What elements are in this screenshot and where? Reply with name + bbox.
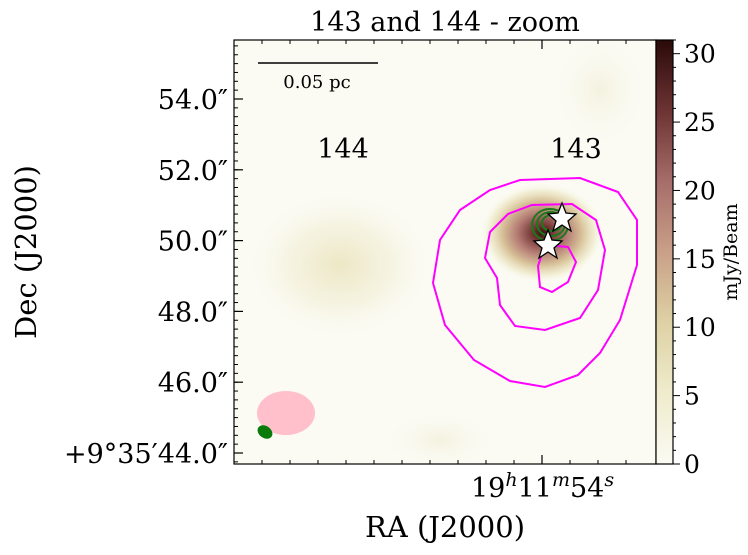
- y-tick-label: +9°35′44.0″: [64, 439, 228, 470]
- magenta-contours: [431, 176, 638, 389]
- faint-emission: [380, 410, 500, 464]
- faint-emission: [550, 40, 650, 150]
- colorbar-tick-label: 5: [684, 382, 700, 411]
- beam-small: [257, 425, 273, 439]
- beam-large: [257, 391, 315, 435]
- plot-area: 0.05 pc 144 143: [234, 40, 656, 464]
- emission-144: [245, 190, 435, 340]
- y-tick-label: 46.0″: [158, 368, 228, 399]
- colorbar-tick-label: 0: [684, 450, 700, 479]
- x-tick-label: 19h11m54s: [471, 469, 614, 504]
- magenta-contour: [536, 243, 578, 294]
- y-axis-label: Dec (J2000): [9, 165, 43, 339]
- star-marker: [546, 201, 578, 233]
- y-tick-label: 50.0″: [158, 227, 228, 258]
- y-axis: 54.0″ 52.0″ 50.0″ 48.0″ 46.0″ +9°35′44.0″: [64, 45, 243, 470]
- colorbar-label: mJy/Beam: [720, 203, 742, 300]
- colorbar-ticks: 0 5 10 15 20 25 30: [673, 39, 716, 479]
- colorbar-tick-label: 10: [684, 313, 716, 342]
- x-axis-label: RA (J2000): [365, 510, 525, 544]
- source-label-143: 143: [550, 134, 602, 165]
- y-tick-label: 54.0″: [158, 85, 228, 116]
- magenta-contour: [483, 202, 607, 332]
- source-label-144: 144: [317, 134, 369, 165]
- colorbar-tick-label: 25: [684, 108, 716, 137]
- colorbar-tick-label: 15: [684, 245, 716, 274]
- y-tick-label: 52.0″: [158, 156, 228, 187]
- magenta-contour: [431, 176, 638, 389]
- colorbar: [655, 39, 674, 465]
- x-axis: [261, 40, 627, 464]
- scale-bar-label: 0.05 pc: [283, 72, 350, 93]
- colorbar-tick-label: 30: [684, 40, 716, 69]
- chart-title: 143 and 144 - zoom: [310, 7, 580, 38]
- colorbar-tick-label: 20: [684, 176, 716, 205]
- y-tick-label: 48.0″: [158, 297, 228, 328]
- star-marker: [532, 228, 564, 260]
